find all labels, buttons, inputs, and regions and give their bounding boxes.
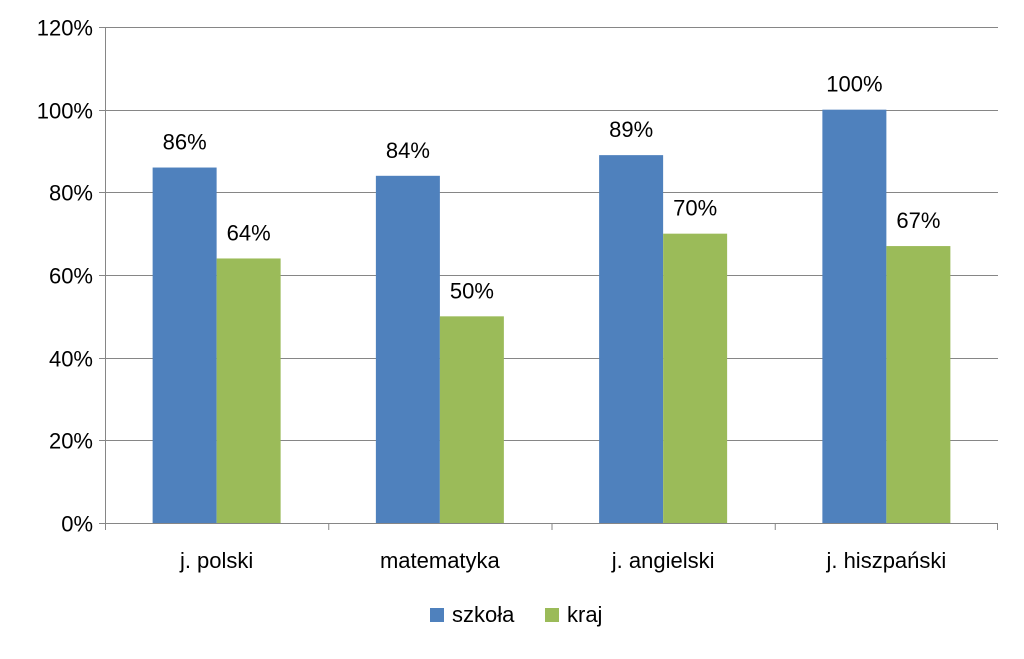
legend: szkoła kraj xyxy=(430,602,602,627)
bar-kraj-3 xyxy=(886,246,951,524)
data-label: 50% xyxy=(450,278,494,303)
data-label: 89% xyxy=(609,117,653,142)
axes xyxy=(99,27,998,530)
x-category-label: j. hiszpański xyxy=(825,548,946,573)
data-label: 86% xyxy=(163,130,207,155)
legend-swatch-szkoła xyxy=(430,608,444,622)
x-category-label: j. angielski xyxy=(611,548,715,573)
data-label: 70% xyxy=(673,196,717,221)
y-tick-label: 120% xyxy=(37,16,93,41)
legend-label: szkoła xyxy=(452,602,515,627)
data-label: 64% xyxy=(227,220,271,245)
x-category-label: j. polski xyxy=(179,548,253,573)
data-label: 84% xyxy=(386,138,430,163)
bar-kraj-1 xyxy=(439,316,504,523)
y-tick-label: 0% xyxy=(61,512,93,537)
y-tick-label: 40% xyxy=(49,347,93,372)
bar-kraj-0 xyxy=(216,258,281,523)
bar-szkoła-0 xyxy=(152,167,217,524)
bars xyxy=(152,109,951,524)
labels: 0% 20% 40% 60% 80% 100% 120% 86% 64% j. polski 84%… xyxy=(37,16,947,574)
data-label: 67% xyxy=(896,208,940,233)
y-tick-label: 80% xyxy=(49,181,93,206)
y-tick-label: 100% xyxy=(37,99,93,124)
bar-kraj-2 xyxy=(663,233,728,523)
data-label: 100% xyxy=(826,72,882,97)
y-tick-label: 60% xyxy=(49,264,93,289)
bar-szkoła-2 xyxy=(599,155,664,523)
x-category-label: matematyka xyxy=(380,548,501,573)
y-tick-label: 20% xyxy=(49,429,93,454)
legend-swatch-kraj xyxy=(545,608,559,622)
legend-label: kraj xyxy=(567,602,602,627)
bar-szkoła-3 xyxy=(822,109,887,524)
bar-szkoła-1 xyxy=(375,175,440,524)
